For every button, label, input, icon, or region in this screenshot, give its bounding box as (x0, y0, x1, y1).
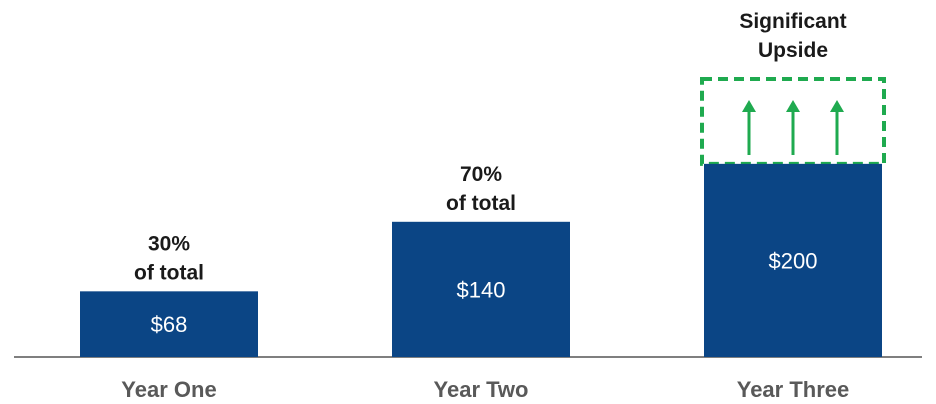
category-label: Year Three (737, 377, 850, 402)
category-label: Year One (121, 377, 216, 402)
bar-value-label: $200 (769, 248, 818, 273)
up-arrow-icon (786, 100, 800, 155)
upside-placeholder (700, 77, 886, 166)
labels-group: $68 Year One 30% of total $140 Year Two 70% of … (121, 10, 849, 402)
bar-annotation-label: of total (134, 261, 204, 284)
bar-year-one (80, 291, 258, 357)
category-label: Year Two (434, 377, 529, 402)
bar-year-two (392, 221, 570, 357)
bar-value-label: $140 (457, 277, 506, 302)
bar-annotation-label: 30% (148, 232, 190, 255)
up-arrow-icon (742, 100, 756, 155)
bar-annotation-label: of total (446, 192, 516, 215)
bar-value-label: $68 (151, 312, 188, 337)
bar-annotation-label: Upside (758, 39, 828, 62)
bar-annotation-label: 70% (460, 163, 502, 186)
bar-year-three (704, 163, 882, 357)
bars-group (80, 163, 882, 357)
up-arrow-icon (830, 100, 844, 155)
bar-annotation-label: Significant (739, 10, 846, 33)
